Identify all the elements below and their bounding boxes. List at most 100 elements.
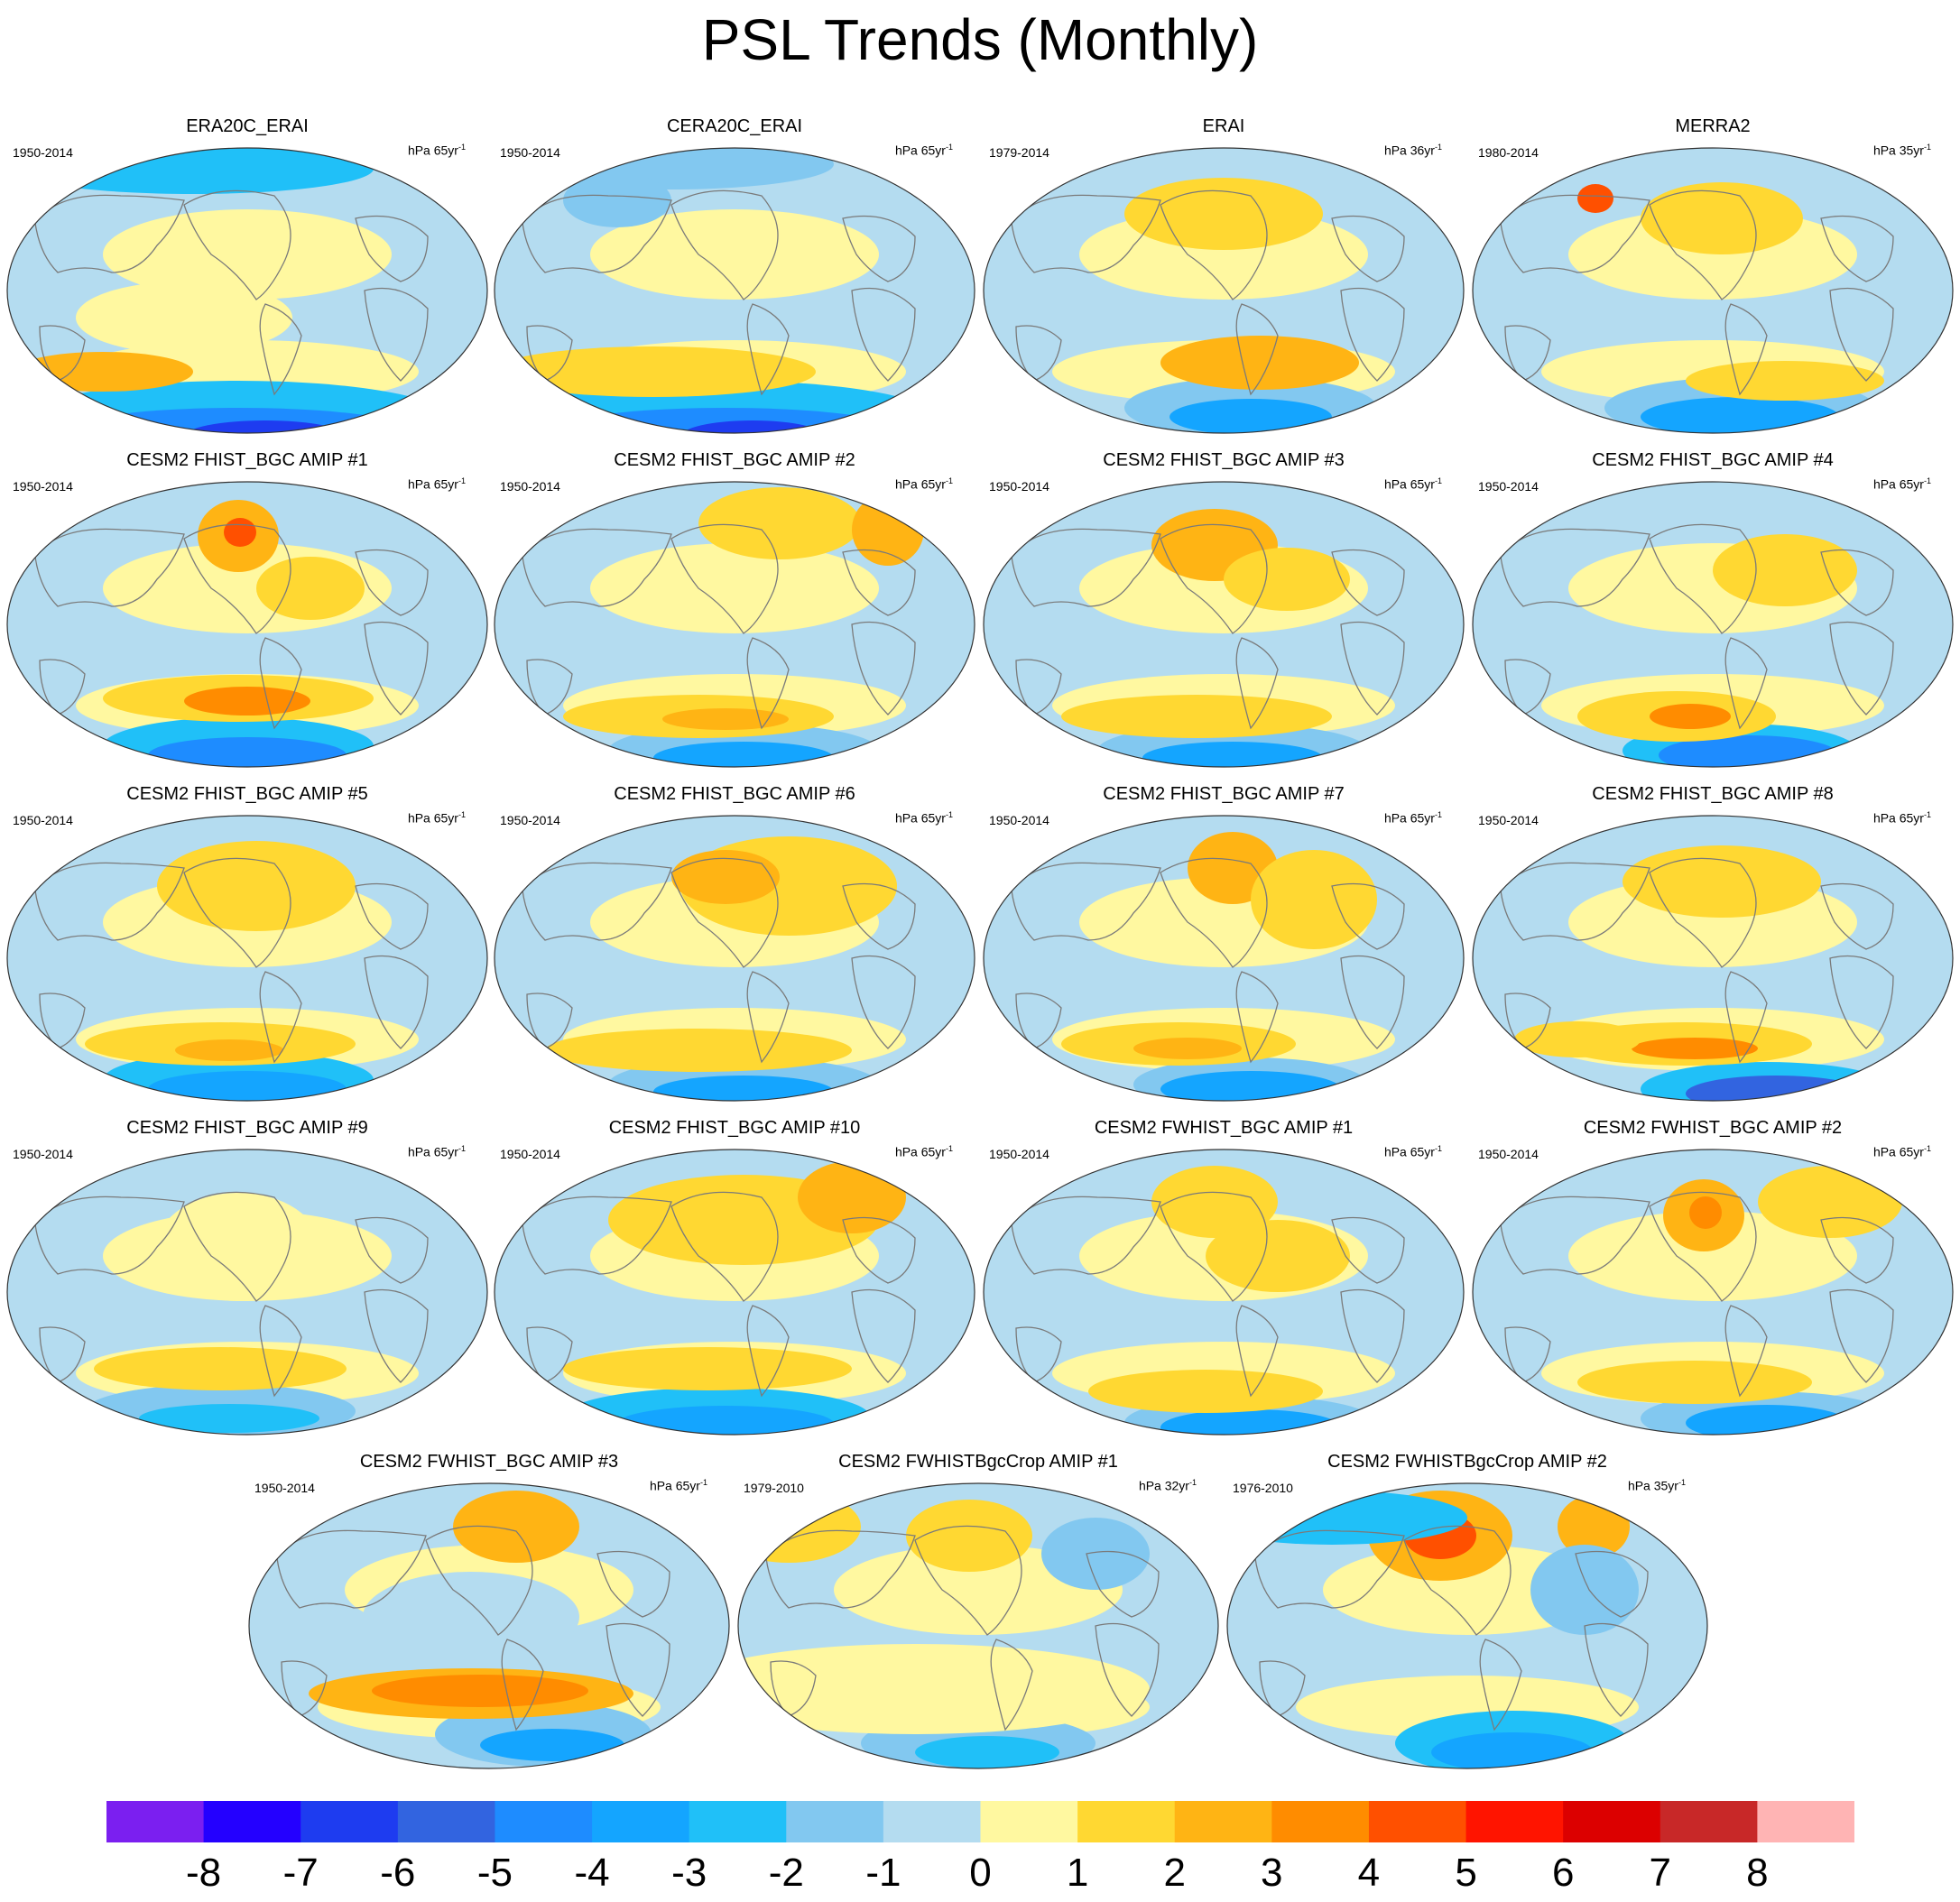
coastline	[355, 1216, 429, 1284]
coastline	[183, 189, 291, 300]
coastline	[1011, 194, 1161, 273]
coastline	[259, 971, 302, 1064]
trend-contour	[1160, 336, 1359, 390]
trend-contour	[1206, 1220, 1350, 1292]
coastline	[1160, 1191, 1268, 1302]
coastline	[1235, 971, 1279, 1064]
coastline	[94, 770, 383, 778]
map-border	[983, 815, 1465, 1102]
coastline	[281, 1660, 328, 1717]
coastline	[1331, 215, 1405, 282]
coastline	[1070, 1103, 1359, 1112]
coastline	[336, 1771, 624, 1779]
coastline	[1820, 882, 1894, 950]
coastline	[34, 862, 185, 941]
coastline	[1724, 303, 1768, 396]
map-border	[6, 147, 488, 434]
panel-years: 1950-2014	[1478, 813, 1539, 827]
trend-contour	[1170, 399, 1332, 433]
coastline	[1254, 1529, 1405, 1609]
map-panel: CESM2 FHIST_BGC AMIP #10 1950-2014 hPa 65y…	[491, 1112, 978, 1436]
coastline	[1160, 523, 1268, 634]
coastline	[1235, 637, 1279, 730]
psl-trend-map	[494, 1149, 975, 1436]
coastline	[1331, 549, 1405, 616]
coastline	[259, 303, 302, 396]
map-panel: ERA20C_ERAI 1950-2014 hPa 65yr-1	[4, 110, 491, 435]
map-panel: CESM2 FWHIST_BGC AMIP #3 1950-2014 hPa 65y…	[245, 1445, 733, 1770]
colorbar-tick-label: -2	[768, 1851, 804, 1895]
trend-contour	[1623, 845, 1821, 918]
map-border	[6, 481, 488, 768]
coastline	[1500, 194, 1650, 273]
psl-trend-map	[248, 1482, 730, 1769]
coastline	[581, 1437, 870, 1445]
colorbar-swatch	[300, 1801, 399, 1842]
trend-contour	[671, 850, 780, 904]
coastline	[746, 971, 790, 1064]
coastline	[183, 857, 291, 968]
coastline	[1015, 993, 1062, 1049]
map-panel: CESM2 FHIST_BGC AMIP #1 1950-2014 hPa 65yr…	[4, 444, 491, 769]
colorbar-tick-label: -7	[282, 1851, 319, 1895]
map-panel: CESM2 FHIST_BGC AMIP #7 1950-2014 hPa 65yr…	[980, 778, 1467, 1103]
map-panel: CESM2 FWHISTBgcCrop AMIP #1 1979-2010 hPa …	[735, 1445, 1222, 1770]
coastline	[851, 287, 916, 382]
trend-contour	[1160, 1409, 1341, 1435]
panel-years: 1950-2014	[500, 813, 560, 827]
coastline	[581, 770, 870, 778]
coastline	[1070, 1437, 1359, 1445]
coastline	[259, 1305, 302, 1398]
trend-contour	[1151, 1166, 1278, 1238]
trend-contour	[139, 1404, 319, 1433]
map-border	[1226, 1482, 1708, 1769]
map-panel: CESM2 FWHIST_BGC AMIP #2 1950-2014 hPa 65y…	[1469, 1112, 1956, 1436]
colorbar-swatch	[495, 1801, 593, 1842]
map-border	[1472, 481, 1954, 768]
panel-years: 1950-2014	[254, 1481, 315, 1495]
coastline	[355, 549, 429, 616]
colorbar-swatch	[1077, 1801, 1176, 1842]
map-panel: CERA20C_ERAI 1950-2014 hPa 65yr-1	[491, 110, 978, 435]
colorbar-labels: -8 -7 -6 -5 -4 -3 -2 -1 0 1 2 3 4 5 6 7 8	[0, 1851, 1960, 1902]
panel-years: 1979-2014	[989, 145, 1049, 160]
coastline	[842, 1216, 916, 1284]
trend-contour	[1568, 1211, 1857, 1301]
map-border	[494, 1149, 975, 1436]
map-border	[1472, 815, 1954, 1102]
coastline	[1011, 528, 1161, 607]
trend-contour	[1224, 548, 1350, 611]
trend-contour	[738, 1491, 861, 1563]
coastline	[1829, 1288, 1894, 1383]
coastline	[990, 1639, 1033, 1731]
colorbar-tick-label: 3	[1261, 1851, 1283, 1895]
map-border	[494, 815, 975, 1102]
panel-years: 1950-2014	[500, 145, 560, 160]
coastline	[1559, 1103, 1848, 1112]
coastline	[425, 1525, 533, 1636]
panel-units: hPa 35yr-1	[1627, 1478, 1686, 1493]
panel-years: 1979-2010	[744, 1481, 804, 1495]
panel-units: hPa 36yr-1	[1383, 143, 1442, 158]
colorbar-tick-label: 8	[1746, 1851, 1769, 1895]
colorbar-tick-label: 6	[1551, 1851, 1575, 1895]
trend-contour	[798, 1161, 906, 1233]
trend-contour	[1577, 184, 1613, 213]
coastline	[364, 621, 429, 716]
psl-trend-map	[983, 147, 1465, 434]
panel-units: hPa 65yr-1	[894, 143, 953, 158]
panel-title: CESM2 FHIST_BGC AMIP #6	[614, 784, 855, 804]
trend-contour	[653, 1076, 834, 1101]
map-border	[248, 1482, 730, 1769]
colorbar-swatch	[1465, 1801, 1564, 1842]
coastline	[1070, 436, 1359, 444]
coastline	[1340, 1288, 1405, 1383]
psl-trend-map	[6, 1149, 488, 1436]
coastline	[94, 1437, 383, 1445]
map-panel: CESM2 FHIST_BGC AMIP #5 1950-2014 hPa 65yr…	[4, 778, 491, 1103]
trend-contour	[915, 1736, 1059, 1768]
coastline	[522, 528, 672, 607]
trend-contour	[1758, 1166, 1902, 1238]
coastline	[522, 862, 672, 941]
panel-title: CESM2 FHIST_BGC AMIP #8	[1592, 784, 1834, 804]
